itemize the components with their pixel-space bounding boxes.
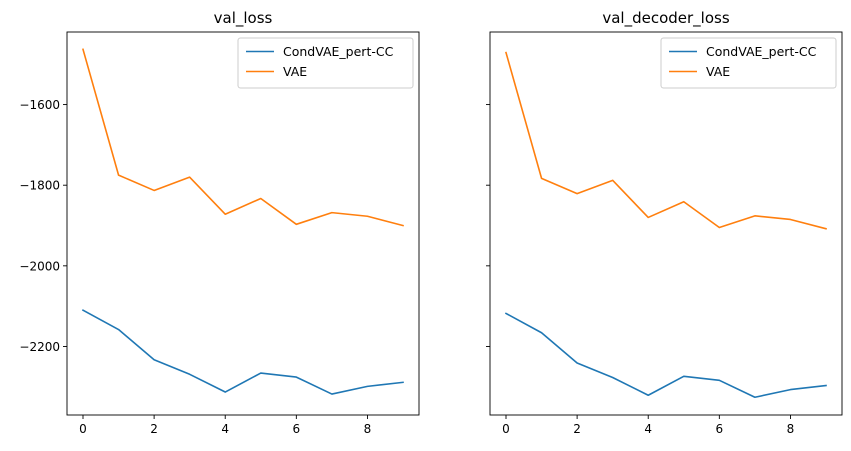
y-tick-label: −1800 <box>19 179 60 193</box>
subplot-val-decoder-loss: 0 2 4 6 8 val_decoder_loss CondVAE_pert-CC VAE <box>486 9 843 436</box>
x-tick-label: 4 <box>644 422 652 436</box>
x-tick-label: 6 <box>716 422 724 436</box>
series-line-vae <box>82 48 404 227</box>
subplot-val-loss: 0 2 4 6 8 −2200 −2000 −1800 −1600 val_loss CondVAE… <box>19 9 420 436</box>
series-line-condvae-pert-cc <box>81 309 404 395</box>
y-tick-label: −2000 <box>19 259 60 273</box>
legend-box <box>660 37 837 89</box>
axes-frame <box>489 31 843 416</box>
legend: CondVAE_pert-CC VAE <box>237 37 414 89</box>
legend-box <box>237 37 414 89</box>
y-tick-label: −2200 <box>19 340 60 354</box>
series-line-condvae-pert-cc <box>504 312 827 399</box>
x-tick-label: 0 <box>79 422 87 436</box>
y-tick-label: −1600 <box>19 98 60 112</box>
legend-label: CondVAE_pert-CC <box>283 44 394 59</box>
x-tick-label: 2 <box>150 422 158 436</box>
axes-frame <box>66 31 420 416</box>
chart-title: val_loss <box>214 9 273 28</box>
legend-label: VAE <box>283 64 307 79</box>
legend-label: VAE <box>706 64 730 79</box>
legend: CondVAE_pert-CC VAE <box>660 37 837 89</box>
x-tick-label: 8 <box>787 422 795 436</box>
x-tick-label: 0 <box>502 422 510 436</box>
series-line-vae <box>505 51 827 230</box>
chart-title: val_decoder_loss <box>602 9 729 28</box>
x-tick-label: 6 <box>293 422 301 436</box>
legend-label: CondVAE_pert-CC <box>706 44 817 59</box>
x-tick-label: 8 <box>364 422 372 436</box>
x-tick-label: 2 <box>573 422 581 436</box>
x-tick-label: 4 <box>221 422 229 436</box>
